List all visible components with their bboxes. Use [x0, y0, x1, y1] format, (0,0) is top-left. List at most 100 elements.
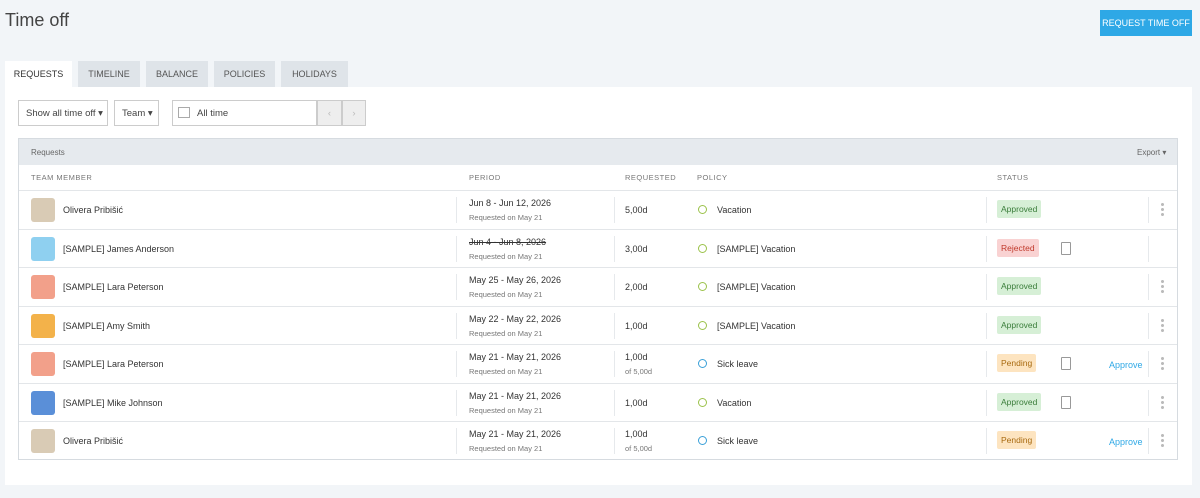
avatar	[31, 198, 55, 222]
more-menu[interactable]	[1161, 202, 1164, 217]
requested-on: Requested on May 21	[469, 213, 543, 222]
calendar-icon	[178, 107, 190, 118]
divider	[1148, 312, 1149, 339]
note-icon	[1061, 395, 1071, 409]
note-icon	[1061, 241, 1071, 255]
requested-on: Requested on May 21	[469, 444, 543, 453]
period: Jun 8 - Jun 12, 2026	[469, 198, 552, 208]
show-filter[interactable]: Show all time off ▾	[18, 100, 108, 126]
status-badge: Approved	[997, 277, 1042, 295]
column-header: PERIOD	[469, 173, 501, 182]
avatar	[31, 390, 55, 415]
policy: Vacation	[717, 205, 752, 215]
more-menu[interactable]	[1161, 356, 1164, 371]
divider	[986, 389, 987, 416]
note-icon	[1061, 357, 1071, 370]
table-row: [SAMPLE] Amy Smith May 22 - May 22, 2026 R…	[19, 305, 1177, 345]
export-button[interactable]: Export ▾	[1137, 148, 1167, 157]
avatar	[31, 429, 55, 453]
table-row: Olivera Pribišić May 21 - May 21, 2026 Req…	[19, 421, 1177, 460]
status-badge: Pending	[997, 431, 1037, 449]
member-name: [SAMPLE] Amy Smith	[63, 320, 151, 331]
divider	[456, 197, 457, 223]
member-name: [SAMPLE] Lara Peterson	[63, 282, 164, 292]
table-row: [SAMPLE] Lara Peterson May 21 - May 21, 2…	[19, 344, 1177, 383]
more-menu[interactable]	[1161, 433, 1164, 448]
tab[interactable]: TIMELINE	[78, 61, 140, 87]
table-row: [SAMPLE] Lara Peterson May 25 - May 26, 2…	[19, 267, 1177, 306]
divider	[614, 197, 615, 223]
member-name: [SAMPLE] Mike Johnson	[63, 397, 163, 408]
divider	[614, 235, 615, 262]
avatar	[31, 275, 55, 299]
divider	[456, 312, 457, 339]
tab[interactable]: POLICIES	[214, 61, 275, 87]
policy-icon	[698, 282, 707, 291]
section-label: Requests	[31, 148, 65, 157]
requested-on: Requested on May 21	[469, 290, 543, 299]
period: May 21 - May 21, 2026	[469, 352, 562, 362]
member-name: Olivera Pribišić	[63, 436, 124, 446]
member-name: Olivera Pribišić	[63, 205, 124, 215]
period: May 21 - May 21, 2026	[469, 429, 562, 439]
tab[interactable]: REQUESTS	[5, 61, 72, 87]
status-badge: Approved	[997, 200, 1042, 218]
table-row: [SAMPLE] Mike Johnson May 21 - May 21, 20…	[19, 382, 1177, 422]
divider	[614, 428, 615, 454]
policy-icon	[698, 359, 707, 368]
more-menu[interactable]	[1161, 317, 1164, 333]
requested-on: Requested on May 21	[469, 367, 543, 376]
avatar	[31, 236, 55, 261]
requested: 2,00d	[625, 282, 648, 292]
policy: Vacation	[717, 397, 752, 408]
requested-on: Requested on May 21	[469, 328, 543, 338]
requested: 5,00d	[625, 205, 648, 215]
member-name: [SAMPLE] James Anderson	[63, 243, 175, 254]
policy-icon	[698, 436, 707, 445]
prev-button[interactable]: ‹	[317, 100, 342, 126]
column-header: STATUS	[997, 173, 1029, 182]
column-header: POLICY	[697, 173, 728, 182]
avatar	[31, 352, 55, 376]
tab[interactable]: HOLIDAYS	[281, 61, 348, 87]
divider	[456, 351, 457, 377]
requested-of: of 5,00d	[625, 367, 653, 376]
divider	[1148, 351, 1149, 377]
divider	[1148, 274, 1149, 300]
tab[interactable]: BALANCE	[146, 61, 208, 87]
requested-on: Requested on May 21	[469, 251, 543, 261]
policy: Sick leave	[717, 436, 759, 446]
filter-label: Team	[122, 107, 146, 119]
divider	[1148, 389, 1149, 416]
requested: 3,00d	[625, 243, 648, 254]
divider	[456, 274, 457, 300]
policy-icon	[698, 243, 707, 253]
more-menu[interactable]	[1161, 279, 1164, 294]
policy: [SAMPLE] Vacation	[717, 320, 796, 331]
more-menu[interactable]	[1161, 394, 1164, 410]
divider	[1148, 235, 1149, 262]
requested: 1,00d	[625, 429, 648, 439]
divider	[986, 274, 987, 300]
divider	[1148, 428, 1149, 454]
policy: [SAMPLE] Vacation	[717, 243, 796, 254]
column-header: TEAM MEMBER	[31, 173, 93, 182]
page-title: Time off	[5, 10, 70, 30]
range-filter[interactable]: All time	[172, 100, 317, 126]
divider	[456, 235, 457, 262]
export-label: Export	[1137, 148, 1161, 157]
approve-button[interactable]: Approve	[1109, 437, 1143, 447]
policy: Sick leave	[717, 359, 759, 369]
approve-button[interactable]: Approve	[1109, 360, 1143, 370]
divider	[986, 197, 987, 223]
team-filter[interactable]: Team ▾	[114, 100, 159, 126]
period: May 22 - May 22, 2026	[469, 313, 562, 324]
status-badge: Rejected	[997, 238, 1039, 257]
request-button[interactable]: REQUEST TIME OFF	[1100, 10, 1192, 36]
requested: 1,00d	[625, 352, 648, 362]
divider	[986, 428, 987, 454]
next-button[interactable]: ›	[342, 100, 366, 126]
policy-icon	[698, 320, 707, 330]
divider	[614, 351, 615, 377]
